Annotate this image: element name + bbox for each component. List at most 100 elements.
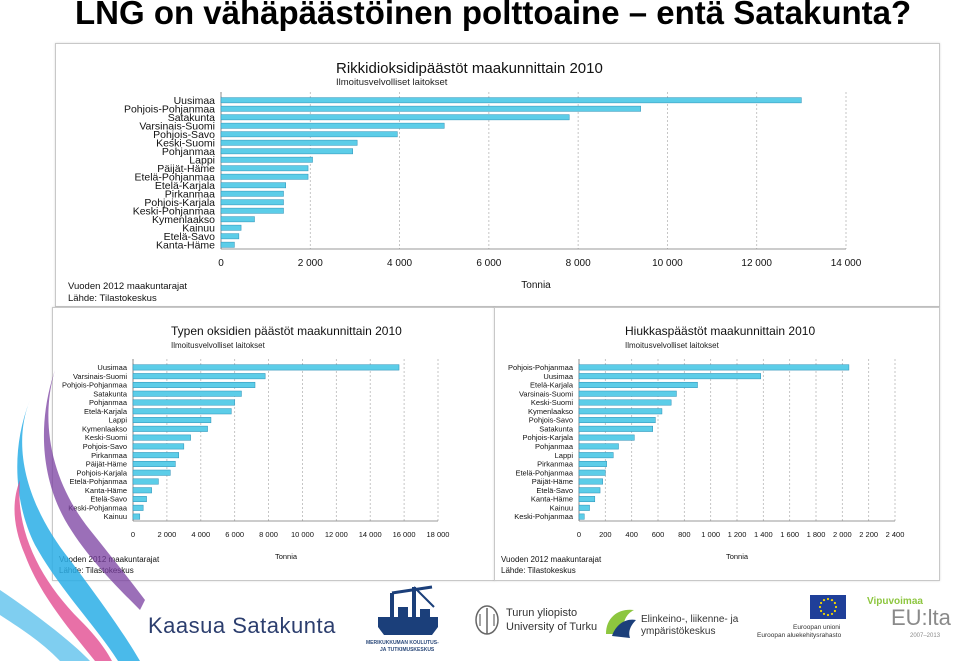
x-tick-label: 10 000 bbox=[291, 530, 314, 539]
bar bbox=[220, 97, 802, 104]
category-label: Pohjois-Savo bbox=[153, 129, 215, 141]
bar bbox=[132, 373, 266, 380]
category-label: Uusimaa bbox=[543, 372, 573, 381]
x-tick-label: 12 000 bbox=[325, 530, 348, 539]
eu-flag-icon bbox=[810, 595, 846, 619]
category-label: Kymenlaakso bbox=[152, 214, 215, 226]
category-label: Kanta-Häme bbox=[531, 495, 573, 504]
eu-star-icon bbox=[826, 597, 830, 601]
x-tick-label: 4 000 bbox=[191, 530, 210, 539]
category-label: Etelä-Savo bbox=[536, 486, 573, 495]
eu-star-icon bbox=[822, 612, 826, 616]
bar bbox=[132, 390, 242, 397]
category-label: Kymenlaakso bbox=[528, 407, 573, 416]
x-tick-label: 4 000 bbox=[387, 258, 412, 269]
eu-star-icon bbox=[826, 613, 830, 617]
category-label: Kanta-Häme bbox=[85, 486, 127, 495]
bar bbox=[220, 224, 242, 231]
vipuvoimaa-line1: Vipuvoimaa bbox=[867, 596, 923, 607]
eu-star-icon bbox=[819, 601, 823, 605]
category-label: Varsinais-Suomi bbox=[139, 120, 215, 132]
region-note: Vuoden 2012 maakuntarajat bbox=[501, 555, 602, 564]
x-tick-label: 6 000 bbox=[225, 530, 244, 539]
bar bbox=[220, 199, 284, 206]
category-label: Pohjois-Karjala bbox=[144, 197, 215, 209]
bar bbox=[578, 478, 603, 485]
eu-star-icon bbox=[819, 609, 823, 613]
bar bbox=[578, 417, 656, 424]
x-tick-label: 0 bbox=[131, 530, 135, 539]
category-label: Etelä-Karjala bbox=[530, 381, 574, 390]
bar bbox=[220, 182, 286, 189]
chart-subtitle: Ilmoitusvelvolliset laitokset bbox=[171, 341, 266, 350]
bar bbox=[578, 496, 596, 503]
bar bbox=[220, 241, 235, 248]
category-label: Pohjois-Pohjanmaa bbox=[508, 363, 574, 372]
x-tick-label: 1 800 bbox=[807, 530, 826, 539]
bar bbox=[578, 364, 850, 371]
harbor-crane-icon bbox=[378, 585, 438, 635]
x-axis-label: Tonnia bbox=[275, 552, 298, 561]
bar bbox=[578, 381, 698, 388]
bar bbox=[132, 452, 179, 459]
category-label: Päijät-Häme bbox=[86, 460, 127, 469]
x-tick-label: 10 000 bbox=[652, 258, 683, 269]
bar bbox=[132, 417, 212, 424]
chart-title: Hiukkaspäästöt maakunnittain 2010 bbox=[625, 324, 815, 338]
x-tick-label: 200 bbox=[599, 530, 612, 539]
source-note: Lähde: Tilastokeskus bbox=[59, 566, 134, 575]
category-label: Lappi bbox=[109, 416, 128, 425]
category-label: Pohjois-Karjala bbox=[77, 468, 128, 477]
category-label: Satakunta bbox=[93, 389, 128, 398]
x-tick-label: 8 000 bbox=[259, 530, 278, 539]
category-label: Etelä-Savo bbox=[164, 231, 216, 243]
x-tick-label: 2 000 bbox=[157, 530, 176, 539]
category-label: Pohjois-Pohjanmaa bbox=[124, 103, 215, 115]
category-label: Etelä-Savo bbox=[90, 495, 127, 504]
particle-chart-panel: Hiukkaspäästöt maakunnittain 2010 Ilmoitu… bbox=[494, 307, 940, 581]
bar bbox=[132, 469, 171, 476]
x-axis-label: Tonnia bbox=[726, 552, 749, 561]
x-tick-label: 1 000 bbox=[701, 530, 720, 539]
turku-line2: University of Turku bbox=[506, 621, 598, 633]
ely-line1: Elinkeino-, liikenne- ja bbox=[641, 614, 739, 625]
eu-line2: Euroopan aluekehitysrahasto bbox=[757, 632, 842, 639]
bar bbox=[220, 139, 358, 146]
bar bbox=[578, 425, 653, 432]
region-note: Vuoden 2012 maakuntarajat bbox=[68, 281, 187, 292]
x-tick-label: 1 600 bbox=[780, 530, 799, 539]
category-label: Pohjois-Karjala bbox=[523, 433, 574, 442]
turku-line1: Turun yliopisto bbox=[506, 607, 578, 619]
eu-star-icon bbox=[830, 598, 834, 602]
category-label: Etelä-Karjala bbox=[84, 407, 128, 416]
bar bbox=[578, 504, 590, 511]
x-tick-label: 2 000 bbox=[298, 258, 323, 269]
x-tick-label: 6 000 bbox=[476, 258, 501, 269]
category-label: Kanta-Häme bbox=[156, 239, 215, 251]
x-tick-label: 18 000 bbox=[427, 530, 450, 539]
category-label: Pohjois-Savo bbox=[529, 416, 573, 425]
category-label: Varsinais-Suomi bbox=[519, 389, 573, 398]
x-tick-label: 600 bbox=[652, 530, 665, 539]
chart-title: Typen oksidien päästöt maakunnittain 201… bbox=[171, 324, 402, 338]
category-label: Etelä-Karjala bbox=[155, 180, 215, 192]
chart-subtitle: Ilmoitusvelvolliset laitokset bbox=[336, 77, 448, 88]
category-label: Varsinais-Suomi bbox=[73, 372, 127, 381]
category-label: Pirkanmaa bbox=[165, 188, 215, 200]
category-label: Keski-Pohjanmaa bbox=[514, 512, 574, 521]
bar bbox=[578, 373, 761, 380]
so2-chart: Rikkidioksidipäästöt maakunnittain 2010I… bbox=[68, 60, 862, 304]
x-tick-label: 2 000 bbox=[833, 530, 852, 539]
bar bbox=[578, 399, 672, 406]
category-label: Uusimaa bbox=[97, 363, 127, 372]
eu-line1: Euroopan unioni bbox=[793, 624, 841, 631]
eu-star-icon bbox=[830, 612, 834, 616]
bar bbox=[220, 156, 313, 163]
category-label: Kainuu bbox=[182, 222, 215, 234]
x-tick-label: 12 000 bbox=[741, 258, 772, 269]
category-label: Päijät-Häme bbox=[532, 477, 573, 486]
category-label: Etelä-Pohjanmaa bbox=[134, 171, 215, 183]
category-label: Satakunta bbox=[539, 424, 574, 433]
bar bbox=[132, 434, 191, 441]
x-tick-label: 2 200 bbox=[859, 530, 878, 539]
